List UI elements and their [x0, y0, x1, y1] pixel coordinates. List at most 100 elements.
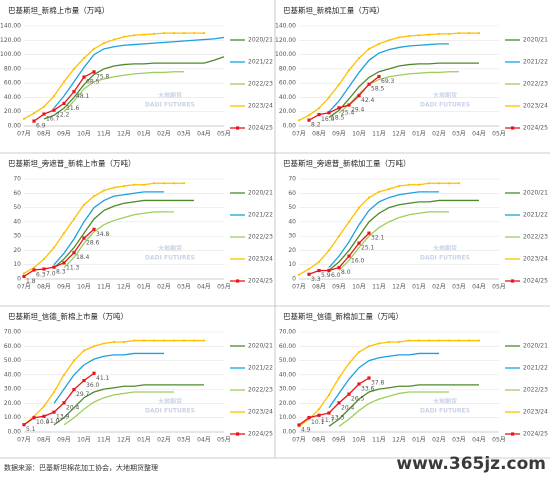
data-label: 1.8 [26, 278, 36, 285]
legend-label: 2022/23 [248, 81, 273, 88]
data-label: 16.7 [46, 116, 60, 123]
point [457, 182, 461, 185]
data-label: 48.1 [76, 93, 90, 100]
point [102, 189, 106, 192]
y-tick-label: 40 [288, 218, 296, 225]
series-line [53, 36, 225, 109]
x-tick-label: 09月 [57, 284, 71, 291]
point [437, 182, 441, 185]
y-tick-label: 120.00 [275, 37, 296, 44]
point [357, 350, 361, 354]
series-line [328, 384, 479, 427]
x-tick-label: 05月 [217, 284, 231, 291]
x-tick-label: 01月 [137, 284, 151, 291]
legend-marker [511, 279, 515, 283]
y-tick-label: 60.00 [279, 80, 296, 87]
data-label: 4.9 [301, 427, 311, 434]
logo-en: DADI FUTURES [420, 255, 470, 262]
legend-label: 2021/22 [248, 212, 273, 219]
point [52, 265, 56, 269]
y-tick-label: 30.00 [4, 386, 21, 393]
x-tick-label: 03月 [452, 437, 466, 444]
point [477, 339, 481, 342]
point [42, 414, 46, 418]
data-label: 34.8 [96, 231, 110, 238]
y-tick-label: 0 [292, 276, 296, 283]
chart-title: 巴基斯坦_旁遮普_新棉加工量（万吨） [283, 158, 411, 168]
point [152, 32, 156, 35]
point [42, 112, 46, 116]
point [92, 371, 96, 375]
point [367, 376, 371, 380]
point [92, 195, 96, 198]
data-label: 18.4 [76, 254, 90, 261]
data-label: 20.4 [341, 404, 355, 411]
x-tick-label: 11月 [372, 284, 386, 291]
point [132, 339, 136, 342]
point [317, 413, 321, 417]
legend-label: 2020/21 [523, 37, 548, 44]
data-label: 13.3 [331, 415, 345, 422]
y-tick-label: 20.00 [279, 400, 296, 407]
x-tick-label: 04月 [197, 437, 211, 444]
point [152, 339, 156, 342]
logo-en: DADI FUTURES [420, 408, 470, 415]
legend-label: 2022/23 [523, 234, 548, 241]
legend-label: 2021/22 [523, 59, 548, 66]
legend-label: 2021/22 [248, 59, 273, 66]
x-tick-label: 02月 [157, 284, 171, 291]
x-tick-label: 04月 [472, 284, 486, 291]
point [457, 339, 461, 342]
x-tick-label: 07月 [17, 437, 31, 444]
y-tick-label: 70.00 [4, 329, 21, 336]
data-label: 6.3 [36, 272, 46, 279]
legend-label: 2024/25 [523, 125, 548, 132]
legend-label: 2022/23 [523, 81, 548, 88]
legend-marker [511, 126, 515, 130]
point [92, 70, 96, 74]
data-label: 26.5 [351, 396, 365, 403]
data-label: 13.9 [56, 414, 70, 421]
series-line [23, 372, 95, 426]
point [32, 268, 36, 272]
point [377, 190, 381, 193]
data-label: 41.1 [96, 375, 110, 382]
x-tick-label: 10月 [352, 437, 366, 444]
x-tick-label: 07月 [17, 284, 31, 291]
series-line [328, 43, 449, 113]
point [82, 203, 86, 206]
data-label: 8.2 [311, 122, 321, 129]
y-tick-label: 100.00 [0, 51, 21, 58]
legend-label: 2024/25 [523, 278, 548, 285]
y-tick-label: 10 [288, 261, 296, 268]
y-tick-label: 40 [13, 218, 21, 225]
series-line [308, 75, 380, 121]
y-tick-label: 0.00 [8, 123, 22, 130]
data-label: 25.4 [341, 109, 355, 116]
point [337, 83, 341, 86]
data-label: 6.9 [36, 123, 46, 130]
data-label: 10.1 [311, 419, 325, 426]
point [387, 187, 391, 191]
y-tick-label: 60.00 [4, 343, 21, 350]
point [142, 183, 146, 186]
data-label: 25.1 [361, 245, 375, 252]
point [417, 183, 421, 186]
point [297, 273, 301, 276]
data-label: 22.2 [56, 112, 70, 119]
legend-label: 2020/21 [523, 190, 548, 197]
point [407, 34, 411, 38]
series-line [63, 211, 174, 269]
y-tick-label: 80.00 [4, 65, 21, 72]
x-tick-label: 09月 [332, 284, 346, 291]
x-tick-label: 05月 [492, 284, 506, 291]
point [92, 345, 96, 348]
x-tick-label: 07月 [292, 284, 306, 291]
legend-label: 2020/21 [248, 343, 273, 350]
point [367, 196, 371, 199]
x-tick-label: 09月 [332, 131, 346, 138]
point [132, 183, 136, 186]
point [172, 32, 176, 35]
point [387, 340, 391, 344]
